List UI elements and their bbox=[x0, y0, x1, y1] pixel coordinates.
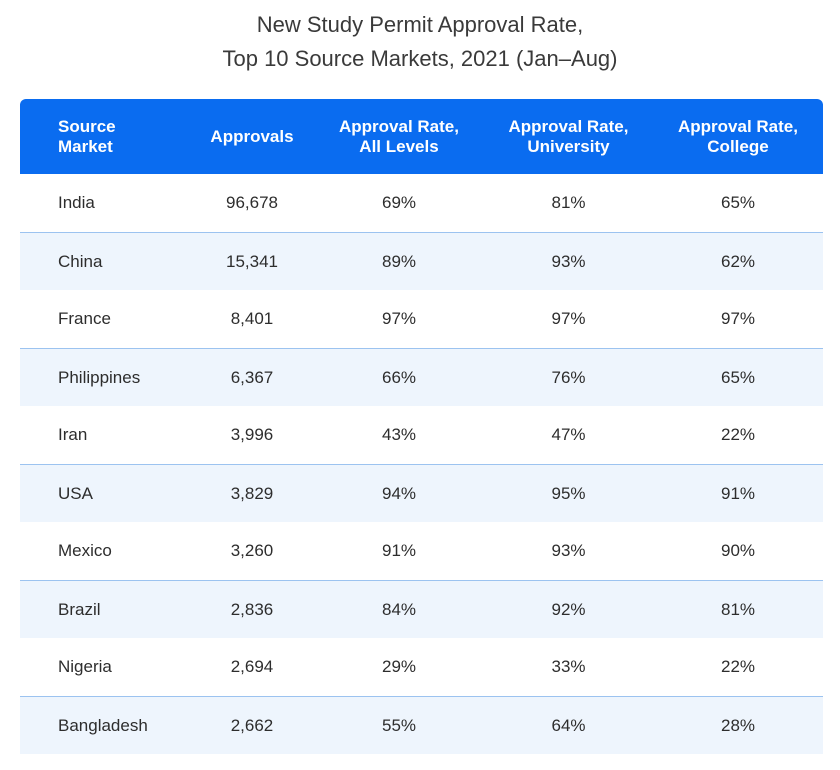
cell-rate-university: 33% bbox=[551, 657, 586, 676]
cell-source-market: Mexico bbox=[58, 541, 112, 560]
cell-rate-all-levels: 29% bbox=[381, 657, 417, 676]
header-cell-rate-college: Approval Rate, College bbox=[678, 116, 798, 156]
cell-rate-university: 97% bbox=[551, 309, 586, 328]
cell-rate-all-levels: 97% bbox=[381, 309, 417, 328]
cell-rate-university: 92% bbox=[551, 599, 586, 619]
header-cell-source-market: Source Market bbox=[58, 116, 116, 156]
table-row: Mexico 3,260 91% 93% 90% bbox=[20, 522, 823, 580]
cell-approvals: 15,341 bbox=[226, 251, 278, 271]
cell-rate-university: 64% bbox=[551, 715, 586, 735]
table-row: Bangladesh 2,662 55% 64% 28% bbox=[20, 696, 823, 754]
cell-rate-all-levels: 55% bbox=[381, 715, 417, 735]
cell-rate-all-levels: 69% bbox=[381, 193, 417, 212]
cell-approvals: 96,678 bbox=[226, 193, 278, 212]
table-header: Source Market Approvals Approval Rate, A… bbox=[20, 99, 823, 174]
cell-rate-all-levels: 94% bbox=[381, 483, 417, 503]
cell-source-market: Nigeria bbox=[58, 657, 112, 676]
table-row: India 96,678 69% 81% 65% bbox=[20, 174, 823, 232]
cell-rate-college: 65% bbox=[720, 367, 756, 387]
cell-source-market: Bangladesh bbox=[58, 715, 148, 735]
header-cell-approvals: Approvals bbox=[210, 126, 294, 146]
cell-source-market: Philippines bbox=[58, 367, 141, 387]
cell-approvals: 2,662 bbox=[230, 715, 274, 735]
cell-rate-college: 81% bbox=[720, 599, 756, 619]
chart-title: New Study Permit Approval Rate, Top 10 S… bbox=[0, 8, 840, 76]
cell-rate-university: 93% bbox=[551, 251, 586, 271]
table-row: Brazil 2,836 84% 92% 81% bbox=[20, 580, 823, 638]
cell-rate-college: 97% bbox=[720, 309, 756, 328]
table-row: Nigeria 2,694 29% 33% 22% bbox=[20, 638, 823, 696]
cell-rate-college: 62% bbox=[720, 251, 756, 271]
cell-rate-university: 76% bbox=[551, 367, 586, 387]
cell-approvals: 3,829 bbox=[230, 483, 274, 503]
cell-source-market: Brazil bbox=[58, 599, 101, 619]
header-cell-rate-university: Approval Rate, University bbox=[508, 116, 629, 156]
cell-rate-college: 28% bbox=[720, 715, 756, 735]
cell-source-market: China bbox=[58, 251, 103, 271]
cell-source-market: USA bbox=[58, 483, 93, 503]
chart-title-line-1: New Study Permit Approval Rate, bbox=[256, 12, 584, 37]
cell-approvals: 3,996 bbox=[230, 425, 274, 444]
cell-rate-all-levels: 91% bbox=[381, 541, 417, 560]
cell-rate-all-levels: 43% bbox=[381, 425, 417, 444]
table-body: India 96,678 69% 81% 65% China 15,341 89% 93% 62%… bbox=[20, 174, 823, 754]
table-row: USA 3,829 94% 95% 91% bbox=[20, 464, 823, 522]
cell-approvals: 2,836 bbox=[230, 599, 274, 619]
cell-rate-college: 65% bbox=[720, 193, 756, 212]
cell-rate-college: 90% bbox=[720, 541, 756, 560]
table-row: France 8,401 97% 97% 97% bbox=[20, 290, 823, 348]
cell-rate-college: 22% bbox=[720, 657, 756, 676]
data-table: Source Market Approvals Approval Rate, A… bbox=[20, 99, 823, 754]
table-row: Philippines 6,367 66% 76% 65% bbox=[20, 348, 823, 406]
cell-rate-university: 93% bbox=[551, 541, 586, 560]
cell-rate-college: 22% bbox=[720, 425, 756, 444]
cell-approvals: 3,260 bbox=[230, 541, 274, 560]
cell-source-market: Iran bbox=[58, 425, 88, 444]
table-row: Iran 3,996 43% 47% 22% bbox=[20, 406, 823, 464]
cell-approvals: 6,367 bbox=[230, 367, 274, 387]
table-row: China 15,341 89% 93% 62% bbox=[20, 232, 823, 290]
cell-rate-college: 91% bbox=[720, 483, 756, 503]
cell-rate-all-levels: 66% bbox=[381, 367, 417, 387]
cell-approvals: 8,401 bbox=[230, 309, 274, 328]
cell-rate-all-levels: 89% bbox=[381, 251, 417, 271]
cell-rate-all-levels: 84% bbox=[381, 599, 417, 619]
cell-approvals: 2,694 bbox=[230, 657, 274, 676]
chart-title-line-2: Top 10 Source Markets, 2021 (Jan–Aug) bbox=[222, 46, 618, 71]
cell-rate-university: 47% bbox=[551, 425, 586, 444]
cell-source-market: India bbox=[58, 193, 95, 212]
cell-source-market: France bbox=[58, 309, 111, 328]
header-cell-rate-all-levels: Approval Rate, All Levels bbox=[339, 116, 459, 156]
cell-rate-university: 95% bbox=[551, 483, 586, 503]
cell-rate-university: 81% bbox=[551, 193, 586, 212]
